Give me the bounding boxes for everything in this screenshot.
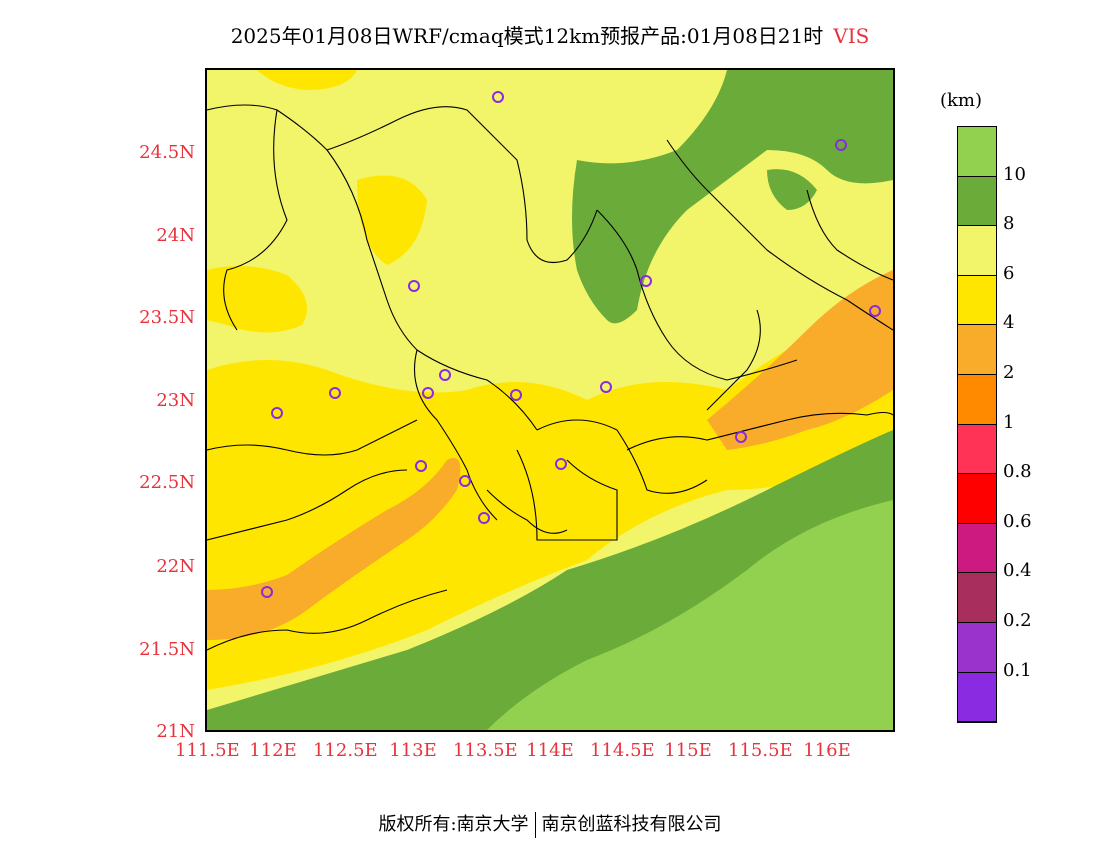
copyright-left: 版权所有:南京大学 bbox=[378, 814, 529, 835]
legend-label: 0.2 bbox=[1003, 610, 1032, 631]
lon-label: 114E bbox=[526, 740, 574, 761]
lon-label: 112.5E bbox=[313, 740, 378, 761]
lon-label: 116E bbox=[803, 740, 851, 761]
legend-label: 0.4 bbox=[1003, 560, 1032, 582]
legend-label: 2 bbox=[1003, 362, 1015, 383]
legend-swatch bbox=[958, 573, 996, 623]
legend-swatch bbox=[958, 275, 996, 326]
footer-divider bbox=[534, 812, 536, 838]
lat-label: 24.5N bbox=[139, 142, 195, 163]
lon-label: 112E bbox=[249, 740, 297, 761]
legend-label: 10 bbox=[1003, 163, 1026, 185]
legend-label: 0.8 bbox=[1003, 461, 1032, 483]
legend-label: 4 bbox=[1003, 312, 1015, 334]
lat-label: 21.5N bbox=[139, 639, 195, 660]
lat-label: 23N bbox=[156, 390, 195, 411]
lat-label: 22.5N bbox=[139, 472, 195, 493]
legend-label: 0.6 bbox=[1003, 510, 1032, 532]
lon-label: 113E bbox=[389, 740, 437, 761]
legend-swatch bbox=[958, 623, 996, 673]
forecast-map bbox=[205, 68, 895, 732]
legend-swatch bbox=[958, 474, 996, 524]
title-text: 2025年01月08日WRF/cmaq模式12km预报产品:01月08日21时 bbox=[230, 24, 824, 48]
legend-swatch bbox=[958, 176, 996, 227]
lon-label: 114.5E bbox=[590, 740, 655, 761]
lon-label: 113.5E bbox=[453, 740, 518, 761]
color-legend bbox=[957, 126, 997, 723]
legend-swatch bbox=[958, 523, 996, 574]
legend-swatch bbox=[958, 127, 996, 177]
legend-swatch bbox=[958, 325, 996, 375]
legend-swatch bbox=[958, 375, 996, 425]
map-title: 2025年01月08日WRF/cmaq模式12km预报产品:01月08日21时 V… bbox=[0, 20, 1100, 49]
lat-label: 21N bbox=[156, 721, 195, 742]
legend-swatch bbox=[958, 424, 996, 475]
lon-label: 115E bbox=[664, 740, 712, 761]
copyright-footer: 版权所有:南京大学 南京创蓝科技有限公司 bbox=[0, 810, 1100, 838]
legend-label: 8 bbox=[1003, 213, 1015, 235]
lat-label: 22N bbox=[156, 556, 195, 577]
legend-swatch bbox=[958, 226, 996, 276]
lon-label: 115.5E bbox=[728, 740, 793, 761]
legend-swatch bbox=[958, 672, 996, 723]
legend-unit: (km) bbox=[940, 90, 983, 111]
lat-label: 24N bbox=[156, 225, 195, 246]
copyright-right: 南京创蓝科技有限公司 bbox=[541, 814, 722, 835]
lon-label: 111.5E bbox=[175, 740, 240, 761]
lat-label: 23.5N bbox=[139, 307, 195, 328]
variable-label: VIS bbox=[833, 24, 870, 48]
legend-label: 1 bbox=[1003, 411, 1015, 433]
legend-label: 6 bbox=[1003, 262, 1015, 284]
legend-label: 0.1 bbox=[1003, 659, 1032, 681]
map-canvas bbox=[207, 70, 893, 730]
